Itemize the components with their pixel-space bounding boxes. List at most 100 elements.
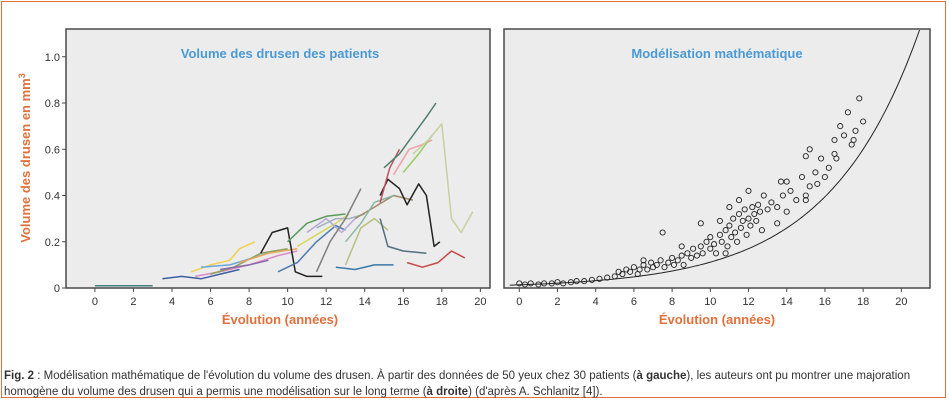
left-x-tick-label: 4 <box>169 296 175 308</box>
caption-text-1: Modélisation mathématique de l'évolution… <box>43 370 637 382</box>
caption-text-3: ) (d'après A. Schlanitz [4]). <box>468 386 603 398</box>
model-data-point <box>783 178 790 185</box>
model-data-point <box>831 150 838 157</box>
right-plot-area <box>503 28 931 289</box>
left-tick-group: 0 2 4 6 8 10 12 14 16 18 20 0 0.2 0.4 0.6 0.8 1.0 <box>45 52 487 308</box>
model-data-point <box>787 187 794 194</box>
caption-bold-right: à droite <box>426 386 469 398</box>
model-data-point <box>818 155 825 162</box>
model-data-point <box>697 243 704 250</box>
patient-series-line <box>412 123 474 234</box>
patient-series-line <box>344 194 394 243</box>
right-x-tick-label: 2 <box>554 296 560 308</box>
model-data-point <box>560 280 567 287</box>
model-data-point <box>747 222 754 229</box>
model-data-point <box>678 252 685 259</box>
model-data-point <box>802 153 809 160</box>
model-data-point <box>764 206 771 213</box>
model-data-point <box>630 264 637 271</box>
model-data-point <box>611 273 618 280</box>
model-data-point <box>806 146 813 153</box>
model-data-point <box>779 192 786 199</box>
right-x-tick-label: 4 <box>593 296 599 308</box>
model-data-point <box>755 201 762 208</box>
patient-series-line <box>379 148 401 203</box>
left-plot-area <box>65 28 491 289</box>
right-x-tick-label: 6 <box>631 296 637 308</box>
model-data-point <box>680 261 687 268</box>
left-series-group <box>94 102 474 287</box>
left-chart-title: Volume des drusen des patients <box>181 46 379 61</box>
model-data-point <box>745 215 752 222</box>
model-data-point <box>751 210 758 218</box>
model-data-point <box>554 279 561 286</box>
model-data-point <box>669 254 676 261</box>
caption-text-2: ), les auteurs ont pu montrer une majora… <box>4 370 911 398</box>
model-data-point <box>644 266 651 273</box>
right-x-tick-label: 0 <box>516 296 522 308</box>
model-data-point <box>573 278 580 285</box>
caption-label: Fig. 2 <box>4 370 35 382</box>
model-data-point <box>737 224 744 231</box>
model-data-point <box>783 208 790 215</box>
model-data-point <box>670 261 678 268</box>
model-data-point <box>548 280 555 287</box>
left-y-tick-label: 1.0 <box>45 52 60 64</box>
model-data-point <box>812 169 819 176</box>
model-data-point <box>837 123 844 130</box>
right-marks-group <box>509 29 920 288</box>
caption-bold-left: à gauche <box>636 370 687 382</box>
patient-series-line <box>379 218 427 255</box>
model-data-point <box>588 276 595 283</box>
model-data-point <box>739 217 746 224</box>
model-data-point <box>743 231 750 238</box>
patient-series-line <box>406 250 466 268</box>
right-x-tick-label: 14 <box>781 296 793 308</box>
model-data-point <box>678 243 685 250</box>
right-tick-group: 0 2 4 6 8 10 12 14 16 18 20 <box>516 288 907 308</box>
model-data-point <box>856 95 863 102</box>
left-y-tick-label: 0.8 <box>45 98 60 110</box>
left-x-tick-label: 0 <box>92 296 98 308</box>
model-data-point <box>716 231 723 238</box>
model-data-point <box>722 250 729 257</box>
model-data-point <box>722 227 729 234</box>
patient-series-line <box>162 268 240 280</box>
model-data-point <box>640 257 647 264</box>
model-data-point <box>852 127 859 134</box>
right-x-tick-label: 8 <box>669 296 675 308</box>
model-data-point <box>735 197 743 204</box>
left-y-tick-label: 0.6 <box>45 144 60 156</box>
patient-series-line <box>379 178 441 248</box>
y-axis-label-text: Volume des drusen en mm <box>18 78 33 242</box>
model-data-point <box>749 204 756 211</box>
y-axis-label-superscript: 3 <box>17 73 27 78</box>
model-fit-curve <box>509 29 920 286</box>
model-data-point <box>756 208 764 215</box>
left-x-tick-label: 14 <box>359 296 371 308</box>
model-data-point <box>814 180 821 187</box>
model-data-point <box>684 250 691 257</box>
model-data-point <box>730 215 737 222</box>
left-x-tick-label: 6 <box>207 296 213 308</box>
model-data-point <box>768 199 775 206</box>
left-x-tick-label: 16 <box>397 296 409 308</box>
left-y-tick-label: 0.4 <box>45 191 60 203</box>
right-x-tick-label: 16 <box>819 296 831 308</box>
patient-series-line <box>315 188 362 273</box>
model-data-point <box>712 250 720 257</box>
model-data-point <box>798 173 806 181</box>
model-data-point <box>840 132 848 139</box>
model-data-point <box>521 281 529 288</box>
model-data-point <box>567 279 574 286</box>
model-data-point <box>707 234 714 241</box>
right-x-axis-label: Évolution (années) <box>659 312 775 327</box>
model-data-point <box>724 243 731 250</box>
model-data-point <box>699 250 706 257</box>
model-data-point <box>697 220 704 227</box>
left-x-tick-label: 20 <box>474 296 486 308</box>
model-data-point <box>535 281 542 288</box>
model-data-point <box>653 261 660 268</box>
model-data-point <box>821 173 828 181</box>
model-data-point <box>657 257 664 264</box>
